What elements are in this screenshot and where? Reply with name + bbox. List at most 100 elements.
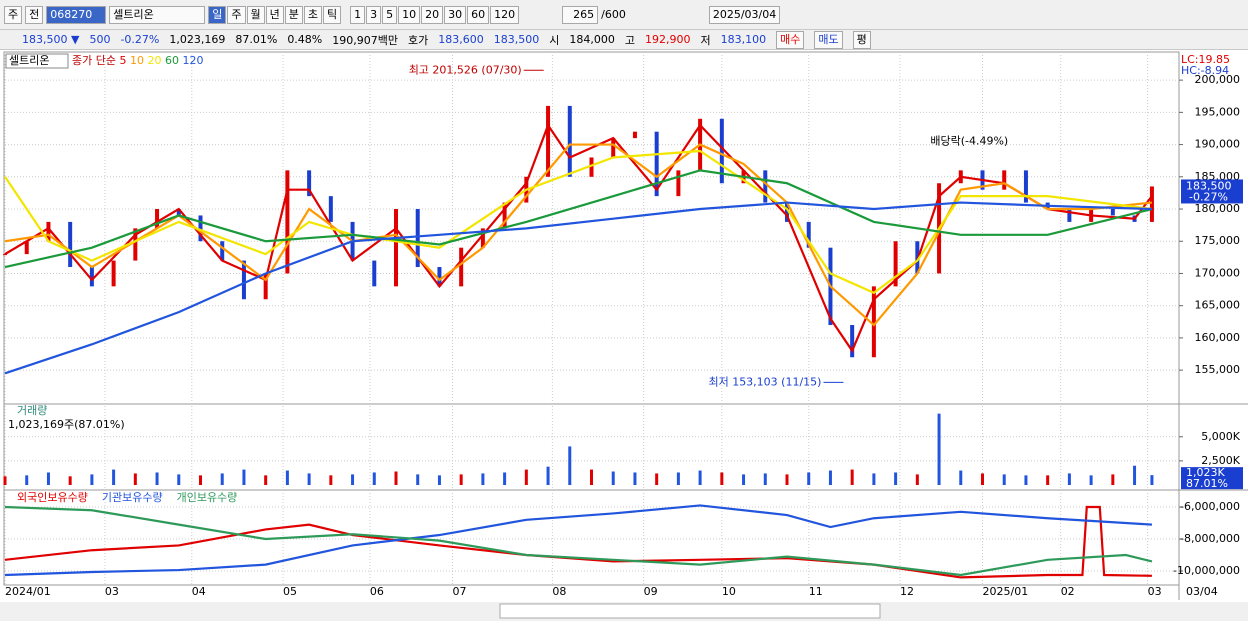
x-tick-label: 2024/01 (5, 585, 51, 598)
volume-bar (633, 472, 637, 485)
buy-button[interactable]: 매수 (776, 30, 805, 49)
y-tick-label: 2,500K (1201, 454, 1240, 467)
prev-select[interactable]: 전 (25, 5, 44, 24)
candle (480, 228, 485, 248)
market-select[interactable]: 주 (4, 5, 23, 24)
interval-button[interactable]: 20 (421, 5, 444, 24)
period-button[interactable]: 주 (227, 5, 246, 24)
candle (871, 286, 876, 358)
y-tick-label: 5,000K (1201, 430, 1240, 443)
plot-frame (3, 51, 1180, 586)
candle (676, 170, 681, 197)
last-volume-tag (1181, 467, 1243, 490)
candle (220, 241, 225, 261)
x-tick-label: 04 (192, 585, 206, 598)
high-label: 고 (624, 33, 635, 47)
volume-bar (133, 473, 137, 485)
candle (502, 202, 507, 229)
volume-bar (850, 469, 854, 485)
x-tick-label: 03 (105, 585, 119, 598)
candle (654, 131, 659, 197)
volume-bar (372, 472, 376, 485)
interval-button[interactable]: 120 (490, 5, 520, 24)
period-button[interactable]: 일 (208, 5, 227, 24)
candle (328, 196, 333, 222)
series-line (4, 505, 1153, 577)
x-tick-label: 12 (900, 585, 914, 598)
interval-button[interactable]: 3 (366, 5, 382, 24)
turnover: 0.48% (287, 33, 323, 46)
volume-bar (568, 446, 572, 485)
candle (1067, 209, 1072, 222)
interval-button[interactable]: 10 (398, 5, 421, 24)
x-end-label: 03/04 (1186, 585, 1218, 598)
volume-bar (1046, 475, 1050, 485)
volume-bar (3, 476, 7, 485)
period-button[interactable]: 초 (303, 5, 322, 24)
interval-button[interactable]: 60 (467, 5, 490, 24)
x-tick-label: 09 (644, 585, 658, 598)
volume-bar (90, 474, 94, 485)
scroll-thumb[interactable] (499, 603, 881, 619)
count-input[interactable]: 265 (562, 5, 599, 24)
candle (632, 131, 637, 139)
x-tick-label: 07 (452, 585, 466, 598)
series-line (4, 504, 1152, 577)
volume-bar (1067, 473, 1071, 485)
panel-title: 거래량 (17, 404, 47, 417)
volume-bar (264, 475, 268, 485)
open: 184,000 (569, 33, 615, 46)
volume-bar (394, 471, 398, 485)
sell-button[interactable]: 매도 (814, 30, 843, 49)
volume-bar (1002, 474, 1006, 485)
x-tick-label: 11 (809, 585, 823, 598)
low-label: 저 (700, 33, 711, 47)
interval-button[interactable]: 5 (382, 5, 398, 24)
period-button[interactable]: 월 (246, 5, 265, 24)
code-input[interactable]: 068270 (46, 5, 107, 24)
chart-area: 2024/01 03 04 05 06 07 08 09 10 11 12 2025/01 02 03 03… (0, 51, 1248, 621)
volume-bar (199, 475, 202, 485)
candle (611, 138, 616, 158)
volume-bar (46, 472, 50, 485)
interval-button[interactable]: 1 (350, 5, 366, 24)
period-button[interactable]: 년 (265, 5, 284, 24)
candle (415, 209, 420, 268)
stock-name[interactable]: 셀트리온 (109, 5, 206, 24)
volume-bar (894, 472, 898, 485)
candle (589, 157, 594, 177)
title-box (5, 53, 69, 69)
y-tick-label: -10,000,000 (1173, 564, 1240, 577)
last-volume: 1,023K (1186, 466, 1225, 479)
volume-bar (1111, 474, 1115, 485)
candle (176, 209, 181, 216)
series-line (4, 505, 1152, 579)
avg-button[interactable]: 평 (852, 30, 871, 49)
volume-bar (481, 473, 485, 485)
volume-bar (872, 473, 876, 485)
low: 183,100 (720, 33, 767, 46)
legend-entry: 120 (182, 54, 203, 67)
series-line (4, 149, 1153, 295)
change-pct: -0.27% (120, 33, 160, 46)
panel-subtitle: 1,023,169주(87.01%) (8, 418, 125, 431)
volume-bar (720, 472, 724, 485)
y-tick-label: 170,000 (1195, 266, 1241, 279)
open-label: 시 (549, 33, 560, 47)
series-line (4, 201, 1152, 375)
high: 192,900 (645, 33, 691, 46)
annotation: 최고 201,526 (07/30) (409, 63, 522, 76)
y-tick-label: 180,000 (1195, 202, 1241, 215)
period-button[interactable]: 틱 (323, 5, 342, 24)
volume-bar (437, 475, 441, 485)
x-tick-label: 03 (1148, 585, 1162, 598)
date-input[interactable]: 2025/03/04 (708, 5, 781, 24)
interval-button[interactable]: 30 (444, 5, 467, 24)
y-tick-label: -8,000,000 (1180, 532, 1240, 545)
volume-ratio: 87.01% (235, 33, 278, 46)
series-line (4, 169, 1153, 269)
ask: 183,600 (438, 33, 484, 46)
period-button[interactable]: 분 (284, 5, 303, 24)
